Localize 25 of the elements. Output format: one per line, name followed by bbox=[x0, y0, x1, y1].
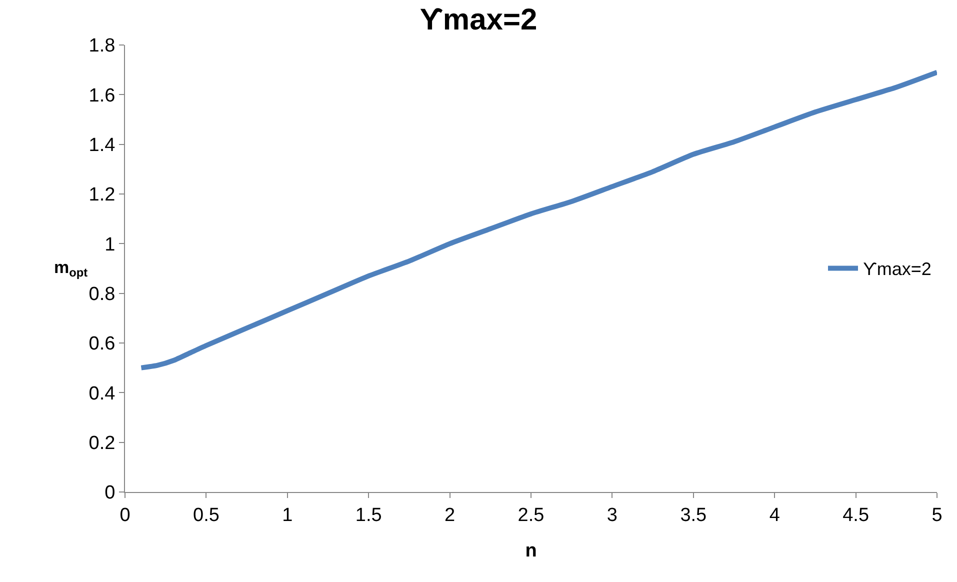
x-tick-label: 0 bbox=[120, 504, 130, 526]
y-tick-label: 0.6 bbox=[88, 334, 116, 355]
y-tick-label: 1.2 bbox=[88, 184, 116, 206]
chart-title: ϒmax=2 bbox=[420, 4, 538, 37]
y-tick-label: 1.4 bbox=[88, 134, 116, 156]
x-tick-label: 1.5 bbox=[355, 504, 382, 526]
x-tick-label: 2.5 bbox=[518, 504, 544, 526]
y-tick-label: 0.4 bbox=[88, 383, 116, 404]
y-tick-label: 1.6 bbox=[88, 85, 116, 106]
y-axis-title: m$_{opt}$ bbox=[54, 258, 88, 280]
x-tick-label: 5 bbox=[932, 504, 942, 526]
x-tick-label: 4.5 bbox=[842, 504, 870, 526]
x-tick-label: 0.5 bbox=[192, 504, 220, 526]
legend-label: ϒmax=2 bbox=[863, 259, 932, 280]
y-tick-label: 0 bbox=[104, 482, 116, 504]
y-tick-label: 0.2 bbox=[88, 432, 116, 454]
x-tick-label: 2 bbox=[444, 504, 456, 526]
y-tick-label: 0.8 bbox=[88, 284, 116, 305]
y-tick-label: 1.8 bbox=[88, 36, 116, 57]
x-axis-title: n bbox=[525, 540, 537, 562]
x-tick-label: 1 bbox=[282, 504, 293, 526]
x-tick-label: 3 bbox=[606, 504, 618, 526]
x-tick-label: 3.5 bbox=[680, 504, 707, 526]
x-tick-label: 4 bbox=[769, 504, 780, 526]
y-tick-label: 1 bbox=[104, 234, 116, 256]
